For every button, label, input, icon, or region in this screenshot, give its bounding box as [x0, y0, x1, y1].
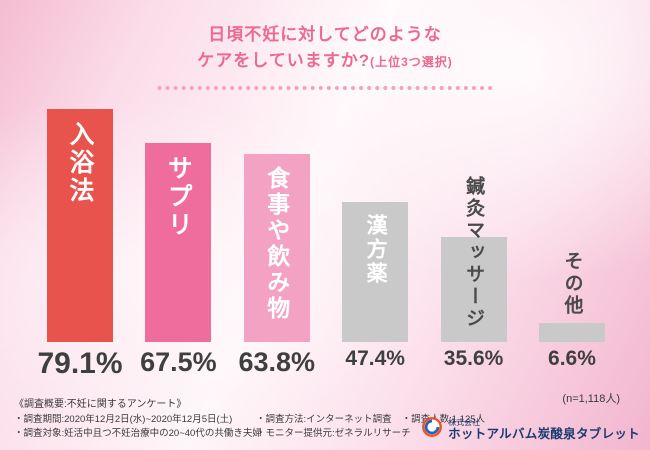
bar-column: サプリ 67.5%: [140, 52, 217, 377]
bar-value-label: 47.4%: [345, 347, 405, 370]
bar-label: その他: [561, 251, 583, 317]
bar-column: その他 6.6%: [538, 52, 605, 370]
bar-label: 食事や飲み物: [263, 166, 290, 322]
company-logo: 株式会社 ホットアルバム炭酸泉タブレット: [421, 416, 640, 443]
company-logo-icon: [421, 416, 443, 443]
bar-label: 漢方薬: [364, 214, 388, 286]
bar-column: 入浴法 79.1%: [37, 52, 123, 380]
company-name: ホットアルバム炭酸泉タブレット: [448, 426, 640, 441]
survey-period: ・調査期間:2020年12月2日(水)~2020年12月5日(土): [14, 413, 233, 425]
survey-monitor: ・モニター提供元:ゼネラルリサーチ: [256, 428, 411, 440]
company-prefix: 株式会社: [448, 417, 481, 427]
survey-method: ・調査方法:インターネット調査: [256, 413, 392, 425]
bar-label: 入浴法: [66, 121, 94, 205]
survey-details: ・調査方法:インターネット調査 ・調査人数:1,125人 ・モニター提供元:ゼネラ…: [256, 413, 495, 442]
bar-value-label: 6.6%: [548, 347, 596, 370]
bar-value-label: 67.5%: [140, 347, 217, 377]
dotted-divider: [157, 86, 493, 90]
bar: [440, 237, 507, 342]
bar: [243, 154, 310, 342]
bar-label: サプリ: [164, 155, 193, 239]
bar: [538, 323, 605, 342]
chart-title-line2-main: ケアをしていますか?: [197, 51, 371, 71]
chart-title-line1: 日頃不妊に対してどのような: [208, 25, 442, 44]
bar-column: 鍼灸マッサージ 35.6%: [440, 52, 507, 370]
bar-value-label: 35.6%: [443, 347, 504, 370]
survey-subjects: ・調査対象:妊活中且つ不妊治療中の20~40代の共働き夫婦: [14, 428, 262, 440]
survey-method-count: ・調査方法:インターネット調査 ・調査人数:1,125人: [256, 413, 495, 428]
bar: [47, 109, 113, 342]
survey-overview: 《調査概要:不妊に関するアンケート》 ・調査期間:2020年12月2日(水)~2…: [14, 397, 262, 442]
bar: [145, 143, 212, 342]
chart-title-line2-sub: (上位3つ選択): [370, 55, 453, 70]
sample-size-note: (n=1,118人): [562, 393, 620, 405]
bar-value-label: 63.8%: [238, 347, 316, 377]
company-logo-text: 株式会社 ホットアルバム炭酸泉タブレット: [448, 418, 640, 442]
chart-title-line2: ケアをしていますか?(上位3つ選択): [0, 48, 650, 74]
bar-column: 食事や飲み物 63.8%: [239, 52, 315, 377]
bar: [342, 202, 409, 342]
survey-count: ・調査人数:1,125人: [401, 413, 486, 425]
bar-value-label: 79.1%: [37, 347, 123, 380]
bar-column: 漢方薬 47.4%: [342, 52, 409, 370]
survey-overview-title: 《調査概要:不妊に関するアンケート》: [14, 399, 187, 411]
chart-title: 日頃不妊に対してどのような ケアをしていますか?(上位3つ選択): [0, 22, 650, 75]
bar-chart: 入浴法 79.1% サプリ 67.5% 食事や飲み物 63.8% 漢方薬 47.…: [37, 52, 605, 380]
bar-label: 鍼灸マッサージ: [463, 176, 485, 330]
